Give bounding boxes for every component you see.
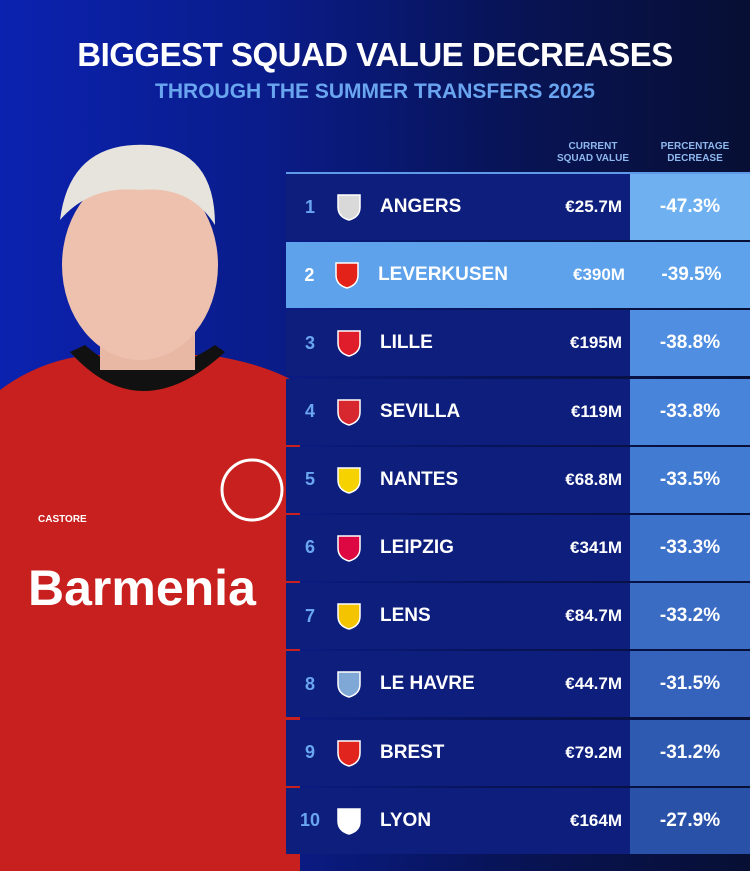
squad-value: €119M xyxy=(570,401,622,421)
rank: 1 xyxy=(304,196,315,217)
table-row: 5 NANTES €68.8M -33.5% xyxy=(286,446,750,513)
percentage-decrease: -33.3% xyxy=(630,514,750,581)
squad-value: €25.7M xyxy=(565,197,622,216)
squad-value: €68.8M xyxy=(565,469,622,489)
page-subtitle: THROUGH THE SUMMER TRANSFERS 2025 xyxy=(155,80,595,103)
percentage-decrease: -38.8% xyxy=(630,310,750,377)
club-name: LEIPZIG xyxy=(380,536,454,558)
table-row: 2 LEVERKUSEN €390M -39.5% xyxy=(286,242,750,309)
rank: 9 xyxy=(304,742,315,762)
club-name: LE HAVRE xyxy=(380,673,475,695)
sponsor-logo: Barmenia xyxy=(28,560,257,616)
squad-value: €195M xyxy=(570,333,622,353)
squad-value: €79.2M xyxy=(565,742,622,762)
percentage-decrease: -31.5% xyxy=(630,651,750,718)
rank: 2 xyxy=(304,264,315,285)
club-badge-icon xyxy=(220,458,284,522)
percentage-decrease: -33.8% xyxy=(630,378,750,445)
club-name: LILLE xyxy=(380,332,433,354)
brest-crest-icon xyxy=(334,738,364,768)
rank: 8 xyxy=(304,673,315,694)
club-name: LENS xyxy=(380,605,431,627)
rank: 7 xyxy=(304,605,315,626)
rank: 4 xyxy=(304,401,315,422)
table-row: 1 ANGERS €25.7M -47.3% xyxy=(286,174,750,240)
lyon-crest-icon xyxy=(334,806,364,836)
ranking-table: 1 ANGERS €25.7M -47.3% 2 LEVERKUSEN €390M -39.5… xyxy=(286,172,750,856)
rank: 10 xyxy=(299,810,321,831)
rank: 3 xyxy=(304,332,315,353)
column-header-decrease: PERCENTAGE DECREASE xyxy=(660,141,730,164)
club-name: NANTES xyxy=(380,468,459,490)
lille-crest-icon xyxy=(334,328,364,358)
table-row: 8 LE HAVRE €44.7M -31.5% xyxy=(286,651,750,718)
page-title: BIGGEST SQUAD VALUE DECREASES xyxy=(77,36,673,73)
club-name: LEVERKUSEN xyxy=(378,264,508,286)
sevilla-crest-icon xyxy=(334,397,364,427)
table-row: 7 LENS €84.7M -33.2% xyxy=(286,583,750,650)
nantes-crest-icon xyxy=(334,465,364,495)
kit-logo: CASTORE xyxy=(38,514,87,525)
table-row: 3 LILLE €195M -38.8% xyxy=(286,310,750,377)
percentage-decrease: -31.2% xyxy=(630,719,750,786)
percentage-decrease: -33.2% xyxy=(630,583,750,650)
leipzig-crest-icon xyxy=(334,533,364,563)
squad-value: €341M xyxy=(570,537,622,557)
rank: 6 xyxy=(304,537,315,558)
lens-crest-icon xyxy=(334,601,364,631)
rank: 5 xyxy=(304,469,315,490)
squad-value: €164M xyxy=(570,810,622,830)
squad-value: €84.7M xyxy=(565,606,622,626)
percentage-decrease: -33.5% xyxy=(630,446,750,513)
percentage-decrease: -39.5% xyxy=(661,264,722,286)
percentage-decrease: -27.9% xyxy=(630,787,750,854)
percentage-decrease: -47.3% xyxy=(630,174,750,240)
table-row: 4 SEVILLA €119M -33.8% xyxy=(286,378,750,445)
le-havre-crest-icon xyxy=(334,669,364,699)
table-row: 6 LEIPZIG €341M -33.3% xyxy=(286,514,750,581)
player-photo: Barmenia CASTORE xyxy=(0,144,300,871)
table-row: 10 LYON €164M -27.9% xyxy=(286,787,750,854)
club-name: LYON xyxy=(380,809,432,831)
table-row: 9 BREST €79.2M -31.2% xyxy=(286,719,750,786)
club-name: SEVILLA xyxy=(380,400,461,422)
squad-value: €44.7M xyxy=(565,674,622,694)
club-name: ANGERS xyxy=(380,196,462,217)
squad-value: €390M xyxy=(572,265,625,285)
angers-crest-icon xyxy=(334,192,364,222)
club-name: BREST xyxy=(380,741,445,763)
leverkusen-crest-icon xyxy=(333,260,362,290)
column-header-value: CURRENT SQUAD VALUE xyxy=(556,141,630,164)
